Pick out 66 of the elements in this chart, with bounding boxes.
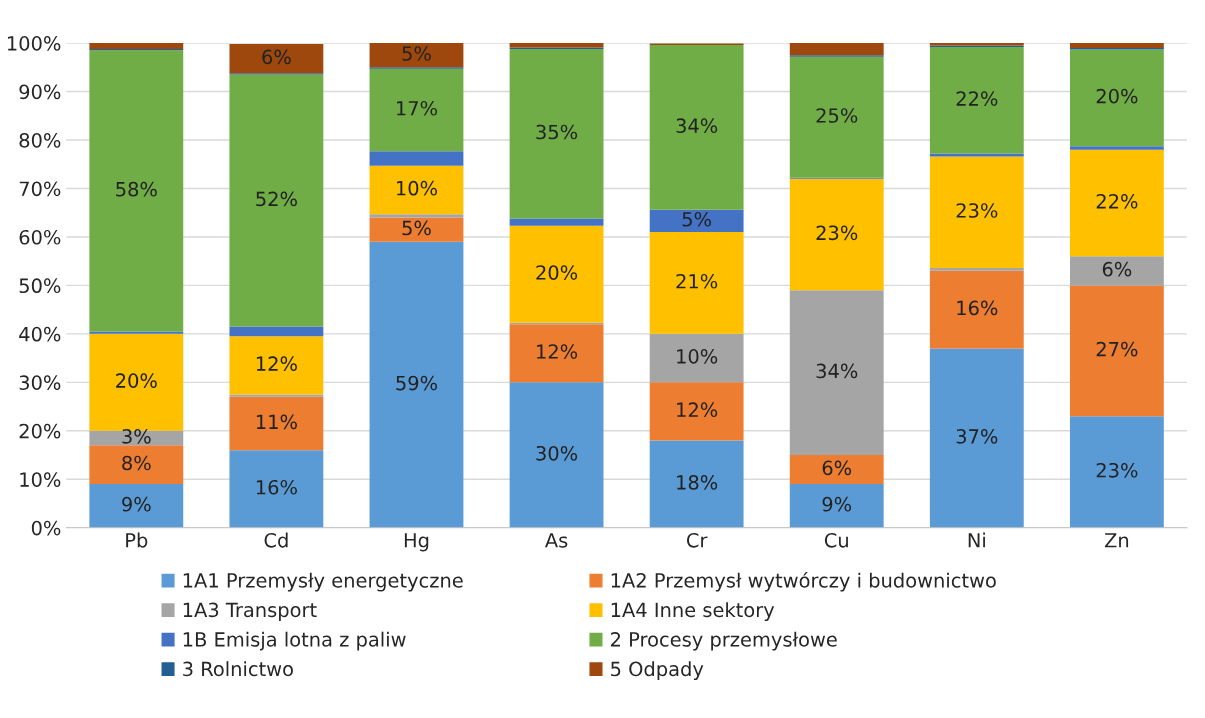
x-tick-label: Cu xyxy=(824,532,848,548)
data-label: 23% xyxy=(1096,462,1138,478)
x-tick-label: Hg xyxy=(404,533,429,552)
data-label: 22% xyxy=(956,91,998,106)
data-label: 17% xyxy=(397,100,438,116)
data-label: 35% xyxy=(536,124,578,140)
y-tick-label: 70% xyxy=(19,181,61,197)
legend-label: 1B Emisja lotna z paliw xyxy=(183,631,406,651)
y-tick-label: 90% xyxy=(19,84,61,100)
legend-label: 1A1 Przemysły energetyczne xyxy=(183,572,463,592)
data-label: 6% xyxy=(262,49,291,65)
data-label: 20% xyxy=(536,265,578,280)
y-tick-label: 50% xyxy=(19,278,61,294)
data-label: 23% xyxy=(816,225,858,241)
legend-label: 2 Procesy przemysłowe xyxy=(611,631,837,651)
y-tick-label: 20% xyxy=(19,423,61,439)
data-label: 16% xyxy=(256,479,297,495)
data-label: 23% xyxy=(956,203,998,218)
y-tick-label: 40% xyxy=(19,326,61,342)
data-label: 22% xyxy=(1096,193,1138,209)
data-label: 34% xyxy=(676,118,718,134)
y-tick-label: 60% xyxy=(19,229,61,245)
data-label: 20% xyxy=(116,373,157,388)
data-label: 27% xyxy=(1096,341,1138,357)
data-label: 58% xyxy=(116,181,157,197)
legend-label: 1A2 Przemysł wytwórczy i budownictwo xyxy=(611,571,996,592)
y-tick-label: 80% xyxy=(19,132,61,148)
data-label: 9% xyxy=(122,496,151,512)
data-label: 3% xyxy=(122,429,151,444)
x-tick-label: Pb xyxy=(126,532,148,548)
data-label: 9% xyxy=(822,496,852,512)
y-tick-label: 10% xyxy=(20,472,61,487)
legend-label: 3 Rolnictwo xyxy=(183,661,293,677)
x-tick-label: Cd xyxy=(264,532,288,548)
x-tick-label: Cr xyxy=(686,532,708,548)
data-label: 20% xyxy=(1096,88,1138,104)
data-label: 34% xyxy=(816,363,858,379)
data-label: 10% xyxy=(677,349,718,364)
legend-label: 1A3 Transport xyxy=(183,602,317,621)
data-label: 5% xyxy=(402,220,431,236)
data-label: 16% xyxy=(957,300,998,316)
y-tick-label: 100% xyxy=(7,36,61,51)
data-label: 11% xyxy=(256,414,297,430)
data-label: 52% xyxy=(256,191,297,207)
data-label: 59% xyxy=(396,375,438,391)
data-label: 25% xyxy=(816,108,858,123)
x-tick-label: As xyxy=(545,533,568,548)
data-label: 21% xyxy=(676,273,718,289)
y-tick-label: 0% xyxy=(31,520,61,536)
data-label: 5% xyxy=(402,46,431,61)
data-label: 37% xyxy=(956,429,998,444)
data-label: 12% xyxy=(677,402,718,418)
data-label: 18% xyxy=(677,475,718,490)
data-label: 6% xyxy=(1102,261,1132,277)
data-label: 12% xyxy=(537,344,578,359)
legend-label: 1A4 Inne sektory xyxy=(611,602,775,621)
data-label: 30% xyxy=(536,445,578,461)
data-label: 8% xyxy=(122,455,151,471)
data-label: 10% xyxy=(397,180,438,196)
x-tick-label: Zn xyxy=(1104,533,1129,548)
data-label: 5% xyxy=(682,211,711,227)
data-label: 6% xyxy=(822,460,852,476)
legend-label: 5 Odpady xyxy=(611,661,704,681)
data-label: 12% xyxy=(256,356,297,372)
y-tick-label: 30% xyxy=(19,375,61,390)
x-tick-label: Ni xyxy=(968,532,985,548)
